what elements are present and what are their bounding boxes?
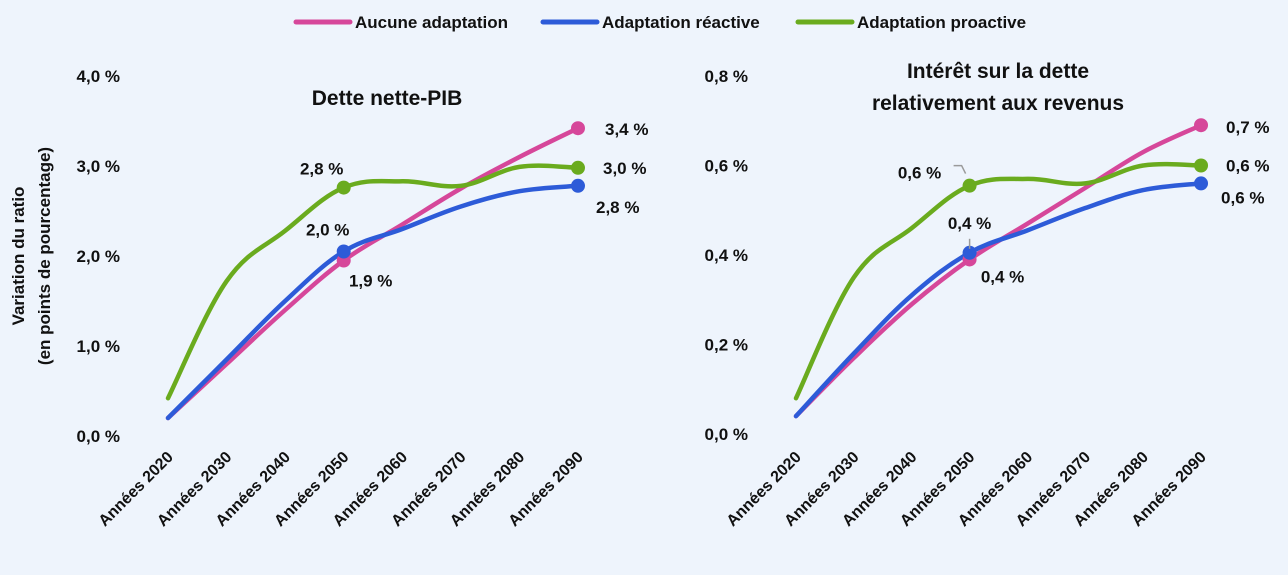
series-line	[165, 163, 581, 401]
data-point	[336, 180, 351, 195]
y-tick-label: 0,8 %	[705, 67, 748, 86]
series-line	[165, 125, 581, 421]
y-tick-label: 1,0 %	[77, 337, 120, 356]
series-line	[793, 181, 1204, 419]
legend-item: Adaptation proactive	[795, 13, 1026, 32]
data-point	[336, 244, 351, 259]
data-label: 0,6 %	[1226, 157, 1269, 176]
chart-dette-nette-pib: Dette nette-PIB Variation du ratio (en poi…	[9, 67, 648, 530]
data-label: 0,4 %	[981, 267, 1024, 286]
data-label: 3,0 %	[603, 159, 646, 178]
legend: Aucune adaptation Adaptation réactive Adap…	[293, 13, 1026, 32]
chart-interet-sur-la-dette: Intérêt sur la dette relativement aux rev…	[705, 60, 1270, 530]
legend-label: Adaptation proactive	[857, 13, 1026, 32]
data-label: 1,9 %	[349, 272, 392, 291]
legend-label: Adaptation réactive	[602, 13, 760, 32]
data-label: 0,7 %	[1226, 118, 1269, 137]
y-axis-label: Variation du ratio	[9, 187, 28, 326]
legend-item: Aucune adaptation	[293, 13, 508, 32]
data-point	[1194, 158, 1209, 173]
data-point	[1194, 118, 1209, 133]
y-tick-label: 2,0 %	[77, 247, 120, 266]
data-point	[570, 121, 585, 136]
data-point	[570, 160, 585, 175]
y-tick-label: 0,2 %	[705, 336, 748, 355]
data-label: 2,0 %	[306, 221, 349, 240]
y-tick-label: 0,4 %	[705, 246, 748, 265]
data-label: 2,8 %	[300, 160, 343, 179]
chart-title: relativement aux revenus	[872, 92, 1124, 115]
data-label: 0,6 %	[1221, 188, 1264, 207]
data-point	[570, 178, 585, 193]
data-label: 2,8 %	[596, 198, 639, 217]
data-point	[962, 178, 977, 193]
y-tick-label: 0,0 %	[77, 427, 120, 446]
data-point	[962, 245, 977, 260]
y-tick-label: 3,0 %	[77, 157, 120, 176]
legend-item: Adaptation réactive	[540, 13, 760, 32]
chart-title: Intérêt sur la dette	[907, 60, 1089, 83]
data-point	[1194, 176, 1209, 191]
data-label: 3,4 %	[605, 120, 648, 139]
y-tick-label: 0,0 %	[705, 425, 748, 444]
y-tick-label: 0,6 %	[705, 157, 748, 176]
y-axis-label: (en points de pourcentage)	[35, 147, 54, 365]
chart-title: Dette nette-PIB	[312, 87, 463, 110]
series-line	[165, 183, 581, 421]
data-label: 0,4 %	[948, 214, 991, 233]
data-label: 0,6 %	[898, 164, 941, 183]
y-tick-label: 4,0 %	[77, 67, 120, 86]
series-line	[793, 161, 1204, 401]
label-leader-line	[953, 164, 967, 174]
legend-label: Aucune adaptation	[355, 13, 508, 32]
